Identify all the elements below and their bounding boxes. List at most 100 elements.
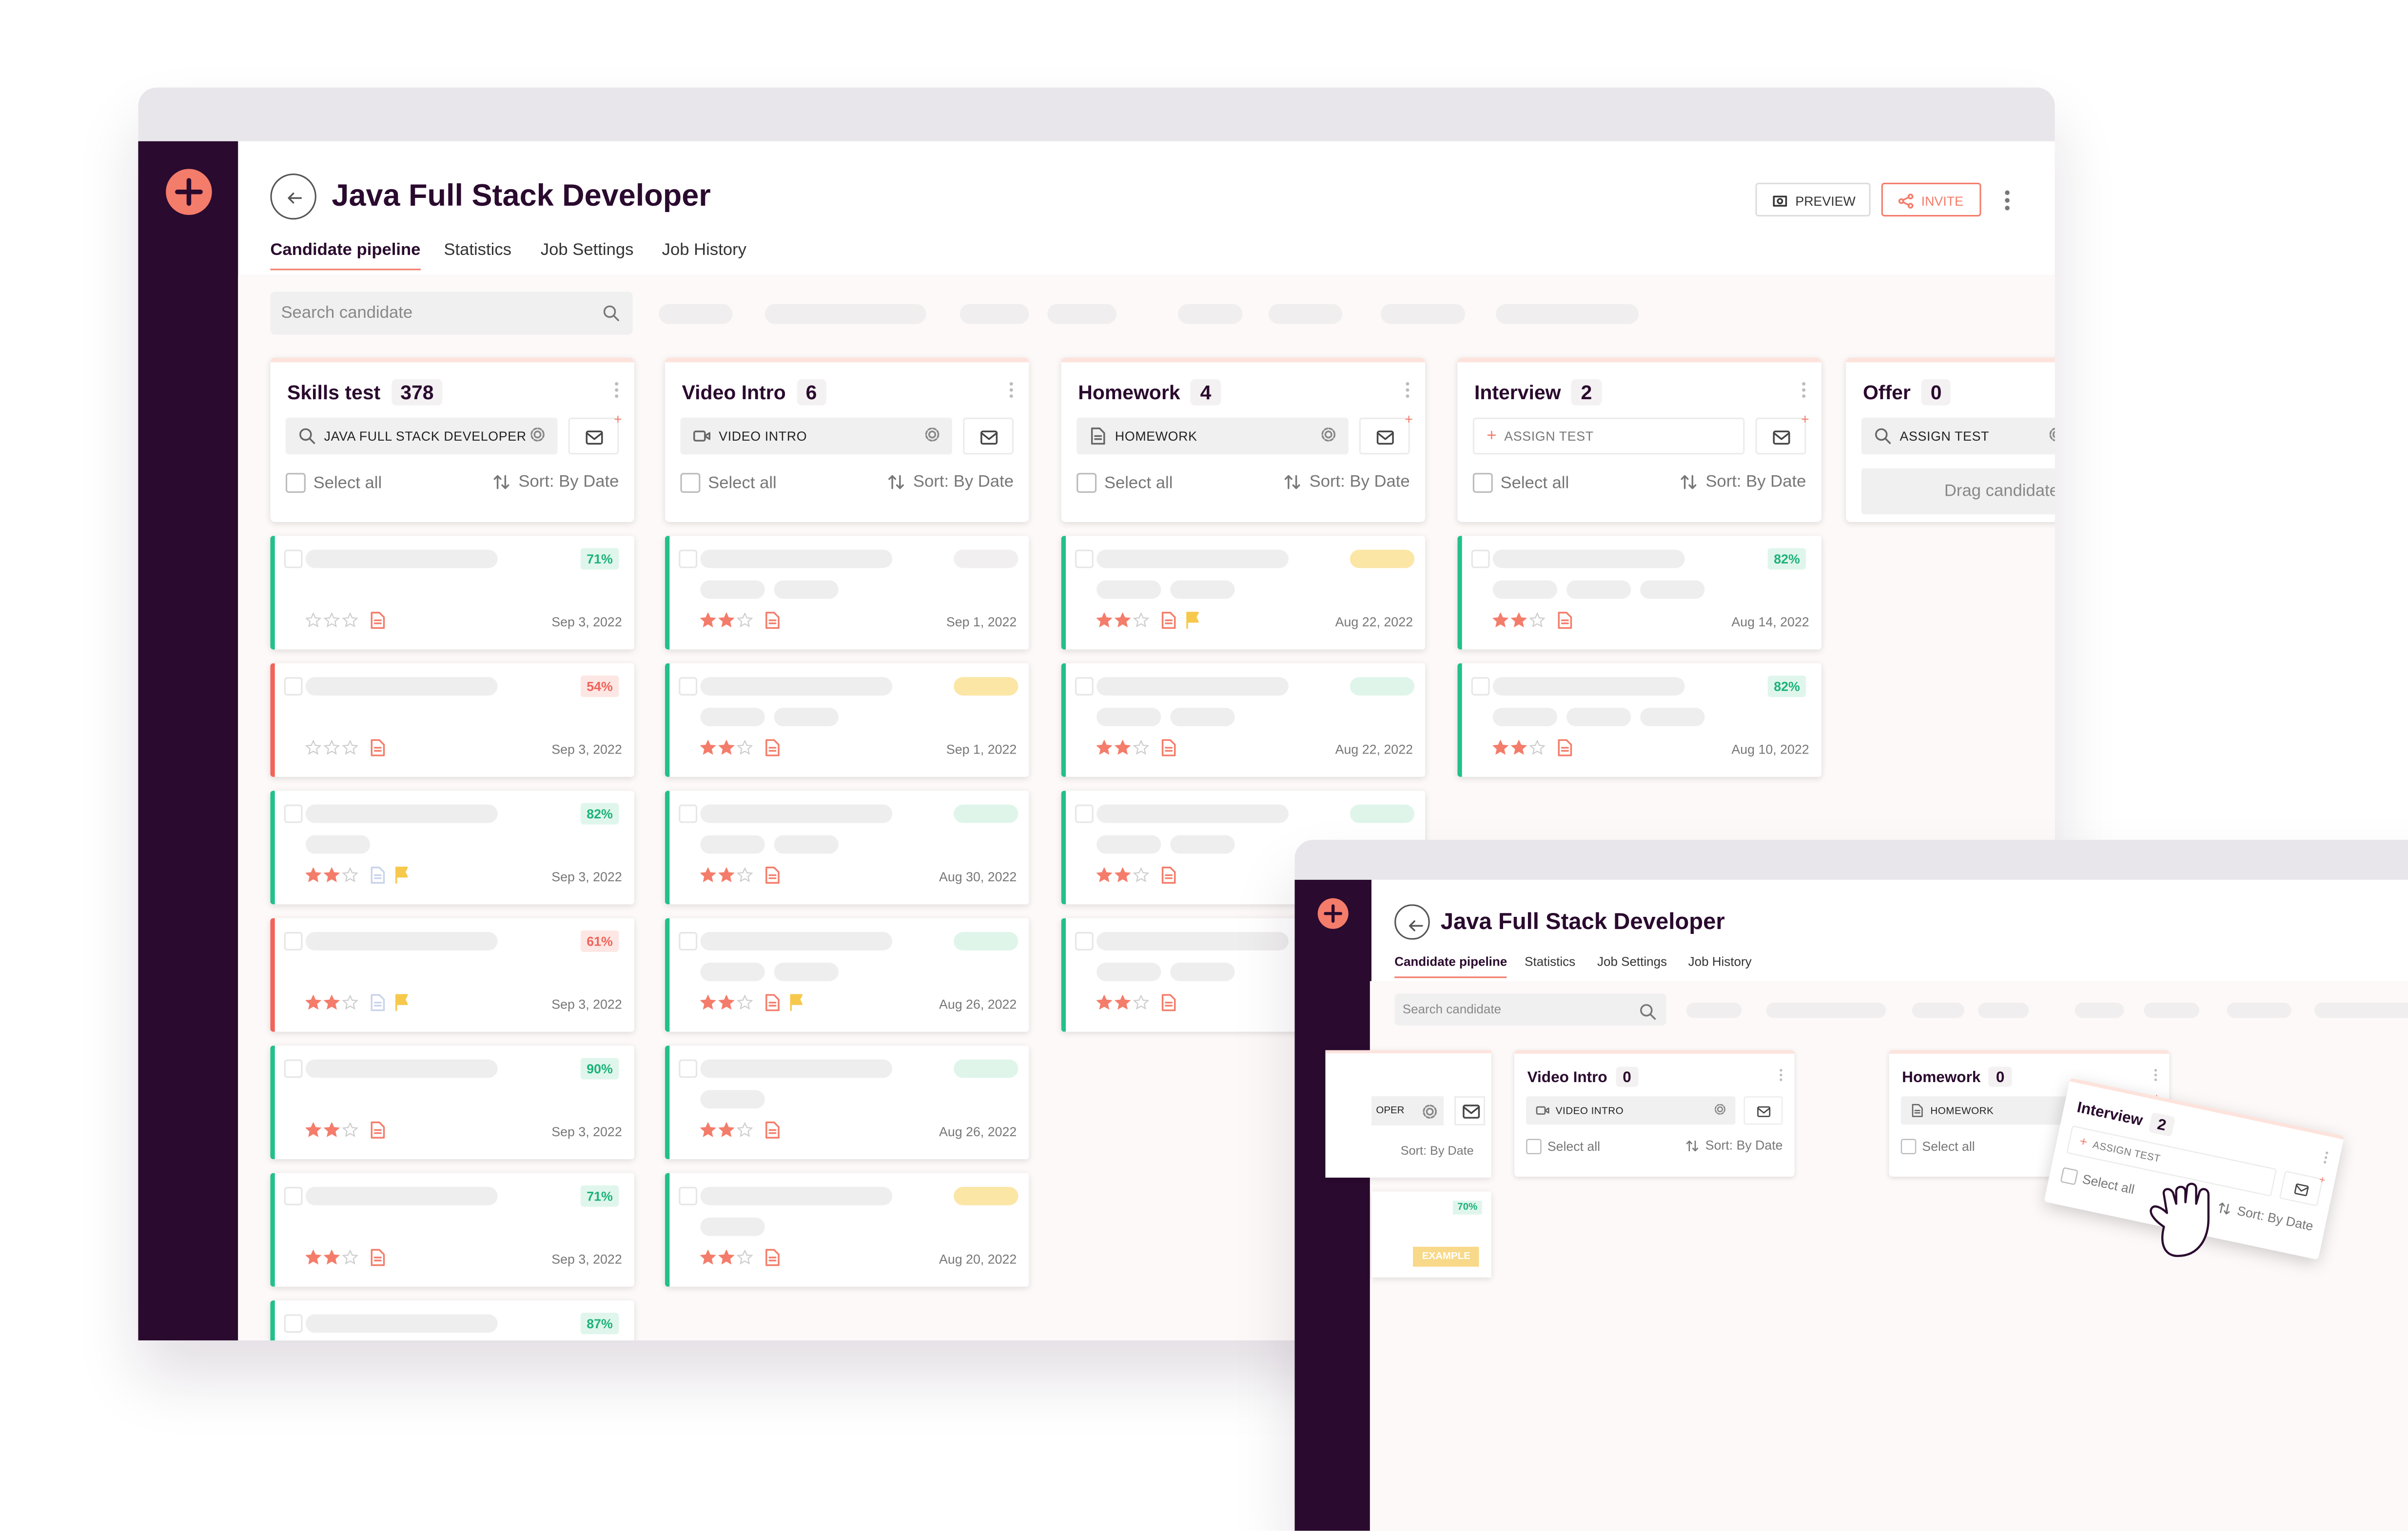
score-badge: 70% xyxy=(1452,1201,1482,1215)
checkbox xyxy=(1472,473,1493,493)
tab[interactable]: Job History xyxy=(1688,955,1752,969)
date: Aug 22, 2022 xyxy=(1335,614,1413,630)
column-menu[interactable] xyxy=(2153,1067,2158,1083)
test-box[interactable]: ASSIGN TEST xyxy=(1861,417,2055,455)
tab[interactable]: Job History xyxy=(662,241,746,260)
invite-button[interactable]: INVITE xyxy=(1881,182,1981,217)
tag-placeholder xyxy=(700,1217,765,1236)
test-label-row: VIDEO INTRO xyxy=(693,427,807,446)
preview-icon xyxy=(1772,194,1788,209)
add-button[interactable] xyxy=(165,169,212,215)
candidate-card[interactable]: Aug 26, 2022 xyxy=(665,918,1029,1032)
column-menu[interactable] xyxy=(1405,381,1410,399)
date: Sep 1, 2022 xyxy=(946,614,1017,630)
column-name: Video Intro xyxy=(1527,1067,1607,1086)
column-name: Interview xyxy=(1474,381,1561,404)
select-all[interactable]: Select all xyxy=(1526,1139,1600,1155)
checkbox xyxy=(1075,932,1094,950)
flag-icon xyxy=(788,993,806,1012)
resume-icon xyxy=(369,1121,387,1140)
column-name: Video Intro xyxy=(682,381,786,404)
candidate-card[interactable]: 71% Sep 3, 2022 xyxy=(270,536,634,650)
name-placeholder xyxy=(700,1059,893,1078)
column-menu[interactable] xyxy=(1779,1067,1783,1083)
resume-icon xyxy=(369,1248,387,1267)
mail-button[interactable]: + xyxy=(2279,1170,2327,1207)
candidate-card[interactable]: Aug 30, 2022 xyxy=(665,791,1029,905)
candidate-card[interactable]: Sep 1, 2022 xyxy=(665,536,1029,650)
candidate-card[interactable]: Sep 1, 2022 xyxy=(665,663,1029,777)
job-title: Java Full Stack Developer xyxy=(1440,909,1725,935)
example-tag: EXAMPLE xyxy=(1413,1246,1480,1267)
mail-button[interactable] xyxy=(963,417,1014,455)
test-label-row: ASSIGN TEST xyxy=(1874,427,1989,446)
column-menu[interactable] xyxy=(1801,381,1806,399)
test-box[interactable]: HOMEWORK xyxy=(1077,417,1349,455)
sort-icon xyxy=(1680,473,1698,491)
test-box[interactable]: JAVA FULL STACK DEVELOPER xyxy=(285,417,558,455)
preview-button[interactable]: PREVIEW xyxy=(1755,182,1871,217)
status-placeholder xyxy=(954,1059,1018,1078)
search-icon xyxy=(1639,1002,1657,1021)
candidate-card[interactable]: Aug 22, 2022 xyxy=(1061,536,1426,650)
mail-button[interactable]: + xyxy=(568,411,622,455)
select-all[interactable]: Select all xyxy=(1900,1139,1975,1155)
sort-control[interactable]: Sort: By Date xyxy=(887,473,1014,491)
test-name: OPER xyxy=(1376,1105,1405,1117)
column-header: Video Intro 0 VIDEO INTRO Select all Sort: B… xyxy=(1514,1050,1795,1177)
select-all[interactable]: Select all xyxy=(285,473,382,493)
candidate-card[interactable]: 82% Sep 3, 2022 xyxy=(270,791,634,905)
candidate-card[interactable]: 71% Sep 3, 2022 xyxy=(270,1173,634,1287)
column-menu[interactable] xyxy=(1009,381,1014,399)
test-box[interactable]: + ASSIGN TEST xyxy=(1472,417,1745,455)
name-placeholder xyxy=(305,1314,498,1333)
mail-button[interactable] xyxy=(1743,1096,1783,1125)
test-box[interactable]: VIDEO INTRO xyxy=(680,417,952,455)
checkbox xyxy=(2060,1167,2078,1185)
tab[interactable]: Statistics xyxy=(444,241,511,260)
test-box[interactable]: VIDEO INTRO xyxy=(1526,1096,1736,1125)
sort-control[interactable]: Sort: By Date xyxy=(2216,1200,2314,1234)
tab[interactable]: Statistics xyxy=(1525,955,1576,969)
candidate-card[interactable]: 90% Sep 3, 2022 xyxy=(270,1046,634,1160)
more-menu[interactable] xyxy=(2004,189,2011,211)
tab[interactable]: Job Settings xyxy=(1597,955,1667,969)
search-box[interactable]: Search candidate xyxy=(1394,993,1666,1026)
select-all[interactable]: Select all xyxy=(2060,1167,2136,1197)
test-icon xyxy=(1536,1104,1550,1118)
candidate-card[interactable]: 61% Sep 3, 2022 xyxy=(270,918,634,1032)
candidate-card[interactable]: 87% xyxy=(270,1300,634,1340)
candidate-card[interactable]: 82% Aug 14, 2022 xyxy=(1457,536,1821,650)
name-placeholder xyxy=(700,549,893,568)
search-box[interactable]: Search candidate xyxy=(270,291,633,335)
tab[interactable]: Candidate pipeline xyxy=(1394,955,1507,977)
sort-control[interactable]: Sort: By Date xyxy=(1680,473,1806,491)
sort-control[interactable]: Sort: By Date xyxy=(1283,473,1410,491)
candidate-card: 70% EXAMPLE xyxy=(1371,1191,1491,1278)
select-all[interactable]: Select all xyxy=(680,473,777,493)
select-all[interactable]: Select all xyxy=(1472,473,1569,493)
sort-control[interactable]: Sort: By Date xyxy=(1685,1139,1782,1153)
add-button[interactable] xyxy=(1317,898,1349,929)
sort-control[interactable]: Sort: By Date xyxy=(492,473,619,491)
select-all[interactable]: Select all xyxy=(1077,473,1173,493)
column-menu[interactable] xyxy=(614,381,619,399)
tab[interactable]: Candidate pipeline xyxy=(270,241,421,271)
candidate-card[interactable]: 82% Aug 10, 2022 xyxy=(1457,663,1821,777)
candidate-card[interactable]: Aug 26, 2022 xyxy=(665,1046,1029,1160)
settings-icon xyxy=(2049,427,2055,443)
candidate-card[interactable]: Aug 22, 2022 xyxy=(1061,663,1426,777)
test-name: VIDEO INTRO xyxy=(1555,1105,1624,1117)
star-rating xyxy=(1096,612,1152,628)
candidate-card[interactable]: 54% Sep 3, 2022 xyxy=(270,663,634,777)
search-placeholder: Search candidate xyxy=(281,304,413,323)
candidate-card[interactable]: Aug 20, 2022 xyxy=(665,1173,1029,1287)
back-button[interactable] xyxy=(270,173,316,220)
mail-button[interactable]: + xyxy=(1755,411,1809,455)
tab[interactable]: Job Settings xyxy=(540,241,634,260)
test-name: ASSIGN TEST xyxy=(1899,428,1990,444)
back-button[interactable] xyxy=(1394,904,1429,939)
status-placeholder xyxy=(954,932,1018,950)
column-menu[interactable] xyxy=(2323,1150,2330,1165)
mail-button[interactable]: + xyxy=(1359,411,1413,455)
